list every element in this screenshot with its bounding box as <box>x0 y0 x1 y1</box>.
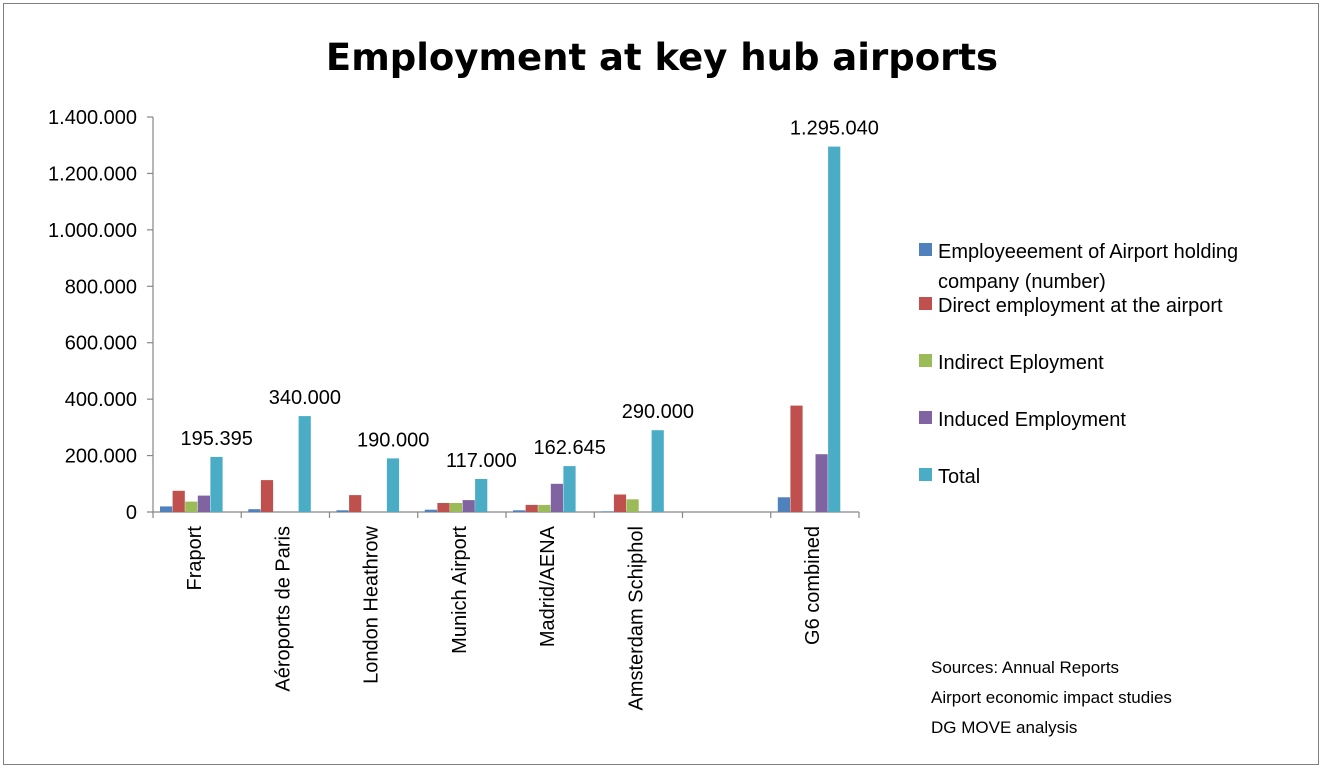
bar <box>475 479 488 512</box>
data-label: 290.000 <box>622 401 694 423</box>
data-label-bg <box>524 433 615 462</box>
bar <box>790 405 803 512</box>
chart-title: Employment at key hub airports <box>326 36 998 79</box>
legend-label: Induced Employment <box>938 409 1126 431</box>
x-tick-label: Madrid/AENA <box>537 525 559 647</box>
x-tick-label: G6 combined <box>802 526 824 645</box>
bar <box>563 466 576 512</box>
source-line-1: Sources: Annual Reports <box>931 658 1119 677</box>
bar <box>197 495 210 512</box>
bar <box>185 501 198 512</box>
bar <box>160 506 173 512</box>
axes: 0 200.000 400.000 600.000 800.000 1.000.000 1.… <box>48 107 860 711</box>
bar <box>613 494 627 512</box>
bar <box>601 511 614 512</box>
bar <box>462 500 475 512</box>
x-tick-label: London Heathrow <box>361 525 383 683</box>
bar <box>437 503 450 512</box>
chart: Employment at key hub airports 0 200.000 4… <box>48 36 1238 737</box>
legend-swatch <box>919 297 932 310</box>
x-tick-label: Munich Airport <box>449 526 471 654</box>
data-label-bg <box>348 425 439 454</box>
data-label: 340.000 <box>269 387 341 409</box>
data-label-bg <box>260 383 350 412</box>
bar <box>651 430 664 512</box>
data-label: 117.000 <box>446 450 517 472</box>
y-tick-label: 800.000 <box>65 276 137 298</box>
y-tick-label: 1.000.000 <box>48 220 137 242</box>
data-label: 1.295.040 <box>790 118 879 140</box>
bar <box>386 458 400 512</box>
bar <box>449 503 463 512</box>
bar <box>260 480 274 512</box>
data-label: 162.645 <box>534 437 606 459</box>
sources-note: Sources: Annual Reports Airport economic… <box>931 658 1172 737</box>
y-tick-label: 0 <box>126 502 137 524</box>
legend-swatch <box>919 468 932 481</box>
bar <box>550 483 563 512</box>
data-label: 190.000 <box>357 429 429 451</box>
y-tick-label: 1.400.000 <box>48 107 137 129</box>
bar <box>172 490 185 512</box>
bar <box>538 504 551 512</box>
x-tick-label: Amsterdam Schiphol <box>625 526 647 711</box>
bar <box>777 497 790 512</box>
chart-frame: Employment at key hub airports 0 200.000 4… <box>3 3 1319 765</box>
bar <box>336 510 349 512</box>
data-label-bg <box>171 423 262 452</box>
source-line-2: Airport economic impact studies <box>931 688 1172 707</box>
bar <box>210 456 223 512</box>
legend-label: Direct employment at the airport <box>938 295 1223 317</box>
legend: Employeeement of Airport holding company … <box>919 241 1238 488</box>
bars <box>160 146 841 512</box>
y-tick-label: 200.000 <box>65 446 137 468</box>
bar <box>298 416 311 512</box>
x-tick-label: Fraport <box>184 526 206 591</box>
legend-label: Employeeement of Airport holding company … <box>938 241 1238 293</box>
data-label-bg <box>436 446 527 474</box>
y-tick-label: 600.000 <box>65 333 137 355</box>
legend-label: Total <box>938 466 980 488</box>
bar <box>815 454 828 512</box>
legend-label: Indirect Eployment <box>938 352 1104 374</box>
legend-swatch <box>919 411 932 424</box>
y-tick-label: 1.200.000 <box>48 163 137 185</box>
bar <box>248 509 261 512</box>
legend-swatch <box>919 243 932 256</box>
y-tick-label: 400.000 <box>65 389 137 411</box>
bar <box>349 495 362 512</box>
data-label-bg <box>613 397 703 426</box>
x-tick-label: Aéroports de Paris <box>272 526 294 692</box>
bar <box>828 146 841 512</box>
data-labels: 195.395 340.000 190.000 117.000 162.645 290.0… <box>171 113 891 474</box>
bar <box>626 499 639 512</box>
bar <box>525 504 538 512</box>
legend-swatch <box>919 354 932 367</box>
bar <box>424 509 437 512</box>
bar <box>513 510 526 512</box>
source-line-3: DG MOVE analysis <box>931 718 1077 737</box>
data-label-bg <box>778 113 891 142</box>
data-label: 195.395 <box>181 428 253 450</box>
